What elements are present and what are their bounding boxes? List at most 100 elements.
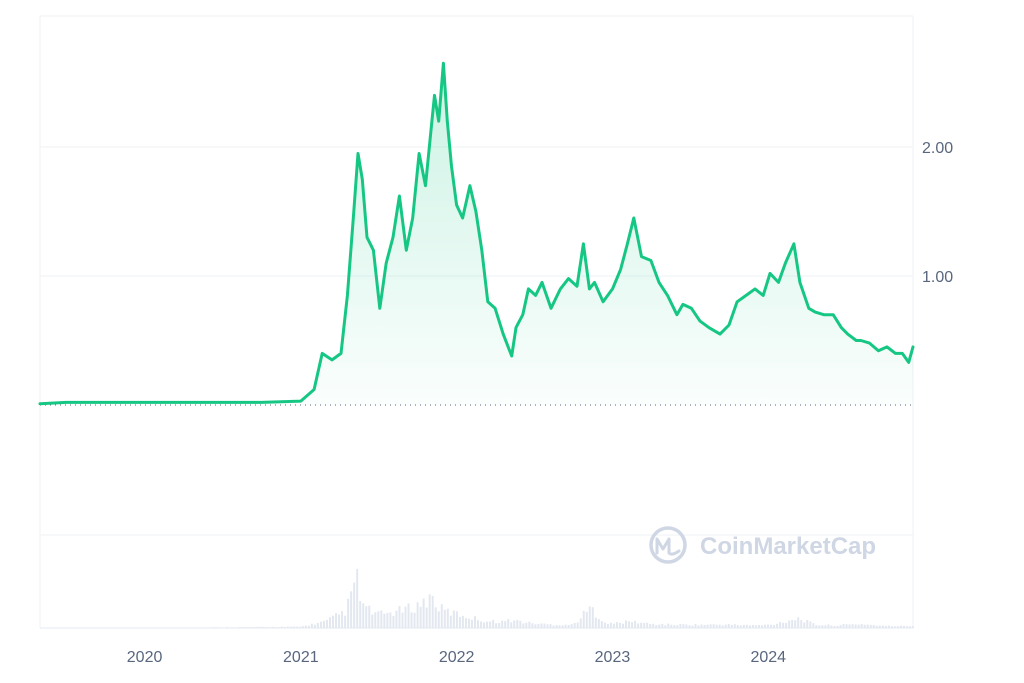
volume-bar <box>507 619 510 628</box>
y-tick-label: 2.00 <box>922 140 953 157</box>
volume-bar <box>706 624 709 628</box>
volume-bar <box>809 621 812 628</box>
x-tick-label: 2024 <box>750 649 786 666</box>
volume-bar <box>697 625 700 628</box>
volume-bar <box>301 626 304 628</box>
x-axis-ticks: 2020 2021 2022 2023 2024 <box>127 649 786 666</box>
volume-bar <box>274 627 277 628</box>
volume-bar <box>380 610 383 628</box>
volume-bar <box>902 625 905 628</box>
volume-bar <box>839 624 842 628</box>
volume-bar <box>579 618 582 628</box>
volume-bar <box>413 612 416 628</box>
volume-bar <box>247 627 250 628</box>
volume-bar <box>555 625 558 628</box>
volume-bar <box>319 621 322 628</box>
volume-bar <box>727 624 730 628</box>
volume-bar <box>268 627 271 628</box>
volume-bar <box>912 626 914 628</box>
volume-bar <box>794 620 797 628</box>
volume-bar <box>899 625 902 628</box>
volume-bar <box>836 625 839 628</box>
volume-bar <box>893 626 896 628</box>
volume-bar <box>443 609 446 628</box>
volume-bar <box>217 627 220 628</box>
volume-bar <box>455 611 458 628</box>
volume-bar <box>869 624 872 628</box>
volume-bar <box>543 623 546 628</box>
volume-bar <box>322 620 325 628</box>
volume-bar <box>292 626 295 628</box>
volume-bar <box>341 611 344 628</box>
volume-bar <box>887 625 890 628</box>
volume-bar <box>431 595 434 628</box>
volume-bar <box>286 626 289 628</box>
volume-bar <box>428 594 431 628</box>
volume-bar <box>691 625 694 628</box>
volume-bar <box>332 615 335 628</box>
volume-bar <box>504 621 507 628</box>
volume-bar <box>745 624 748 628</box>
volume-bar <box>785 622 788 628</box>
volume-bar <box>770 624 773 628</box>
volume-bar <box>875 625 878 628</box>
volume-bar <box>703 624 706 628</box>
volume-bar <box>395 610 398 628</box>
volume-bar <box>767 624 770 628</box>
volume-bar <box>271 626 274 628</box>
volume-bar <box>407 603 410 628</box>
volume-bar <box>561 625 564 628</box>
volume-bar <box>890 626 893 628</box>
volume-bar <box>667 623 670 628</box>
volume-bar <box>208 627 211 628</box>
volume-bar <box>335 613 338 628</box>
volume-bar <box>588 606 591 628</box>
volume-bar <box>700 624 703 628</box>
watermark-text: CoinMarketCap <box>700 533 876 560</box>
volume-bar <box>467 618 470 628</box>
volume-bar <box>307 625 310 628</box>
volume-bar <box>628 621 631 628</box>
volume-bar <box>392 616 395 628</box>
volume-bar <box>540 623 543 628</box>
volume-bar <box>522 623 525 628</box>
volume-bar <box>570 624 573 628</box>
volume-bar <box>824 625 827 628</box>
x-tick-label: 2022 <box>439 649 475 666</box>
volume-bar <box>401 612 404 628</box>
volume-bar <box>788 620 791 628</box>
volume-bar <box>280 626 283 628</box>
volume-bar <box>404 606 407 628</box>
volume-bar <box>244 627 247 628</box>
volume-bar <box>664 625 667 628</box>
volume-bar <box>265 626 268 628</box>
volume-bar <box>576 622 579 628</box>
volume-bar <box>458 617 461 628</box>
volume-bar <box>643 622 646 628</box>
volume-bar <box>694 623 697 628</box>
volume-bar <box>649 624 652 628</box>
x-tick-label: 2020 <box>127 649 163 666</box>
volume-bar <box>495 623 498 628</box>
volume-bar <box>573 622 576 628</box>
price-line-series[interactable] <box>38 61 915 406</box>
volume-bar <box>600 621 603 628</box>
volume-bar <box>712 624 715 628</box>
volume-bar <box>377 611 380 628</box>
volume-bar <box>661 623 664 628</box>
volume-bar <box>202 627 205 628</box>
volume-bar <box>374 612 377 628</box>
volume-bar <box>908 626 911 628</box>
volume-bar <box>652 623 655 628</box>
volume-bar <box>316 623 319 628</box>
volume-bar <box>480 621 483 628</box>
y-axis-ticks: 1.00 2.00 <box>922 140 953 286</box>
volume-bar <box>682 624 685 628</box>
volume-bar <box>410 612 413 628</box>
volume-bar <box>658 624 661 628</box>
coinmarketcap-logo-icon <box>649 526 687 564</box>
volume-bar <box>631 622 634 628</box>
volume-bar <box>446 608 449 628</box>
